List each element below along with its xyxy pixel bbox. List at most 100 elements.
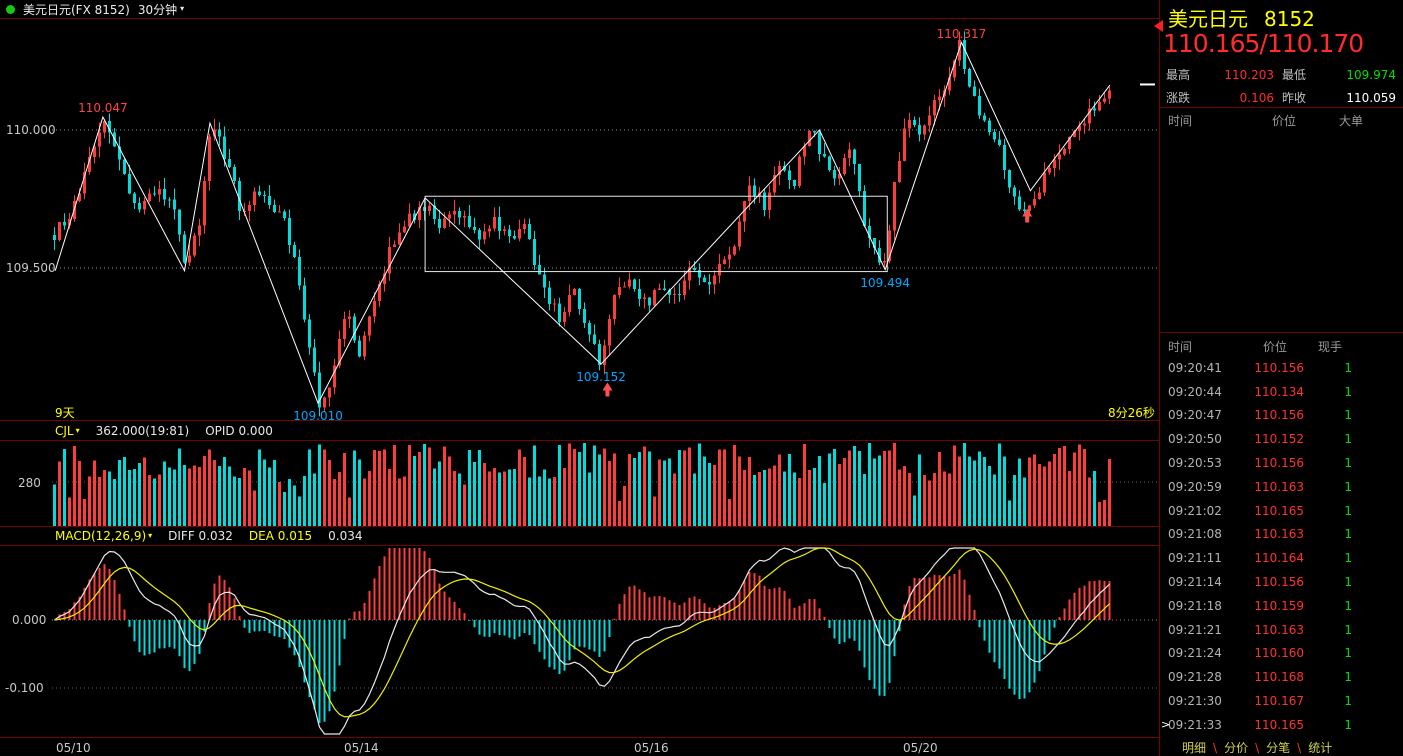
- macd-chart[interactable]: [52, 546, 1158, 736]
- tick-price: 110.134: [1254, 384, 1304, 399]
- tick-row[interactable]: 09:21:11 110.164 1: [1160, 546, 1403, 570]
- high-value: 110.203: [1224, 67, 1274, 82]
- tick-time: 09:21:18: [1168, 598, 1222, 613]
- chevron-down-icon: ▾: [148, 531, 153, 540]
- quote-stats: 最高 110.203 最低 109.974 涨跌 0.106 昨收 110.05…: [1166, 66, 1398, 106]
- tick-volume: 1: [1344, 408, 1352, 423]
- chart-toolbar: 美元日元(FX 8152) 30分钟 ▾: [0, 0, 1159, 18]
- tick-time: 09:21:21: [1168, 622, 1222, 637]
- opid-value: OPID 0.000: [205, 424, 273, 438]
- date-axis-label: 05/14: [344, 741, 379, 755]
- tab-by-tick[interactable]: 分笔: [1266, 741, 1291, 755]
- tick-price: 110.156: [1254, 360, 1304, 375]
- tick-price: 110.163: [1254, 479, 1304, 494]
- quote-panel: 美元日元 8152 110.165/110.170 最高 110.203 最低 …: [1160, 0, 1403, 756]
- tick-volume: 1: [1344, 527, 1352, 542]
- instrument-title: 美元日元(FX 8152): [23, 2, 130, 17]
- current-row-marker-icon: >: [1161, 718, 1171, 732]
- change-label: 涨跌: [1166, 91, 1191, 105]
- tick-price: 110.160: [1254, 646, 1304, 661]
- tick-row[interactable]: 09:20:59 110.163 1: [1160, 475, 1403, 499]
- tick-time-header: 时间: [1168, 340, 1193, 354]
- tick-volume: 1: [1344, 717, 1352, 732]
- tick-row[interactable]: 09:21:30 110.167 1: [1160, 689, 1403, 713]
- tick-row[interactable]: 09:20:44 110.134 1: [1160, 380, 1403, 404]
- candlestick-plot: [52, 31, 1158, 417]
- tick-price: 110.163: [1254, 527, 1304, 542]
- tick-row[interactable]: >09:21:33 110.165 1: [1160, 713, 1403, 737]
- tab-statistics[interactable]: 统计: [1308, 741, 1333, 755]
- tick-row[interactable]: 09:21:24 110.160 1: [1160, 642, 1403, 666]
- tick-list[interactable]: 09:20:41 110.156 1 09:20:44 110.134 1 09:20:47…: [1160, 356, 1403, 737]
- order-size-header: 大单: [1338, 114, 1363, 128]
- macd-dea-value: DEA 0.015: [248, 529, 313, 543]
- tick-time: 09:21:02: [1168, 503, 1222, 518]
- low-label: 最低: [1282, 68, 1307, 82]
- macd-indicator-selector[interactable]: MACD(12,26,9) ▾: [55, 529, 152, 543]
- tick-row[interactable]: 09:20:53 110.156 1: [1160, 451, 1403, 475]
- tick-time: 09:20:44: [1168, 384, 1222, 399]
- volume-indicator-selector[interactable]: CJL ▾: [55, 424, 80, 438]
- tick-time: 09:21:08: [1168, 527, 1222, 542]
- tick-volume: 1: [1344, 360, 1352, 375]
- tick-row[interactable]: 09:21:14 110.156 1: [1160, 570, 1403, 594]
- bar-countdown-label: 8分26秒: [1108, 406, 1155, 420]
- tick-volume: 1: [1344, 670, 1352, 685]
- tick-row[interactable]: 09:21:21 110.163 1: [1160, 618, 1403, 642]
- divider: [0, 545, 1159, 546]
- period-selector[interactable]: 30分钟 ▾: [138, 1, 184, 18]
- tab-by-price[interactable]: 分价: [1224, 741, 1249, 755]
- volume-chart[interactable]: [52, 441, 1158, 526]
- volume-value: 362.000(19:81): [95, 424, 190, 438]
- divider: [0, 18, 1159, 19]
- price-axis-label: 109.500: [6, 261, 56, 275]
- tick-row[interactable]: 09:21:08 110.163 1: [1160, 523, 1403, 547]
- macd-diff-value: DIFF 0.032: [168, 529, 233, 543]
- tick-row[interactable]: 09:20:41 110.156 1: [1160, 356, 1403, 380]
- tick-price: 110.168: [1254, 670, 1304, 685]
- tick-volume: 1: [1344, 384, 1352, 399]
- tick-row[interactable]: 09:21:02 110.165 1: [1160, 499, 1403, 523]
- date-axis-label: 05/20: [903, 741, 938, 755]
- order-time-header: 时间: [1168, 114, 1193, 128]
- divider: [0, 440, 1159, 441]
- tick-row[interactable]: 09:20:50 110.152 1: [1160, 427, 1403, 451]
- quote-instrument-code: 8152: [1264, 7, 1315, 31]
- tick-time: 09:20:41: [1168, 360, 1222, 375]
- tick-volume-header: 现手: [1317, 340, 1342, 354]
- tick-volume: 1: [1344, 432, 1352, 447]
- divider: [0, 737, 1403, 738]
- tick-price: 110.163: [1254, 622, 1304, 637]
- tick-volume: 1: [1344, 479, 1352, 494]
- order-price-header: 价位: [1271, 114, 1296, 128]
- tick-row[interactable]: 09:21:18 110.159 1: [1160, 594, 1403, 618]
- instrument-status-icon: [6, 4, 15, 14]
- tick-time: 09:20:59: [1168, 479, 1222, 494]
- period-label: 30分钟: [137, 2, 178, 17]
- divider: [1160, 332, 1403, 333]
- volume-indicator-name: CJL: [55, 424, 74, 438]
- divider: [0, 526, 1159, 527]
- visible-range-label: 9天: [55, 406, 75, 420]
- tick-row[interactable]: 09:21:28 110.168 1: [1160, 665, 1403, 689]
- chevron-down-icon: ▾: [180, 4, 185, 13]
- tick-price: 110.156: [1254, 575, 1304, 590]
- date-axis-label: 05/10: [56, 741, 91, 755]
- change-value: 0.106: [1239, 90, 1274, 105]
- tick-time: 09:20:47: [1168, 408, 1222, 423]
- quote-title: 美元日元 8152: [1168, 3, 1315, 32]
- tick-row[interactable]: 09:20:47 110.156 1: [1160, 404, 1403, 428]
- macd-indicator-header: MACD(12,26,9) ▾ DIFF 0.032 DEA 0.015 0.0…: [55, 528, 362, 544]
- price-axis-label: 110.000: [6, 123, 56, 137]
- tab-detail[interactable]: 明细: [1182, 741, 1207, 755]
- order-book-headers: 时间 价位 大单: [1160, 112, 1403, 129]
- macd-axis-label: -0.100: [5, 681, 44, 695]
- tick-volume: 1: [1344, 551, 1352, 566]
- tick-price-header: 价位: [1262, 340, 1287, 354]
- low-value: 109.974: [1346, 67, 1396, 82]
- tick-volume: 1: [1344, 694, 1352, 709]
- main-candlestick-chart[interactable]: 110.047 110.317 109.010 109.152 109.494: [52, 20, 1158, 423]
- divider: [0, 420, 1159, 421]
- volume-plot: [52, 442, 1158, 526]
- tick-time: 09:21:30: [1168, 694, 1222, 709]
